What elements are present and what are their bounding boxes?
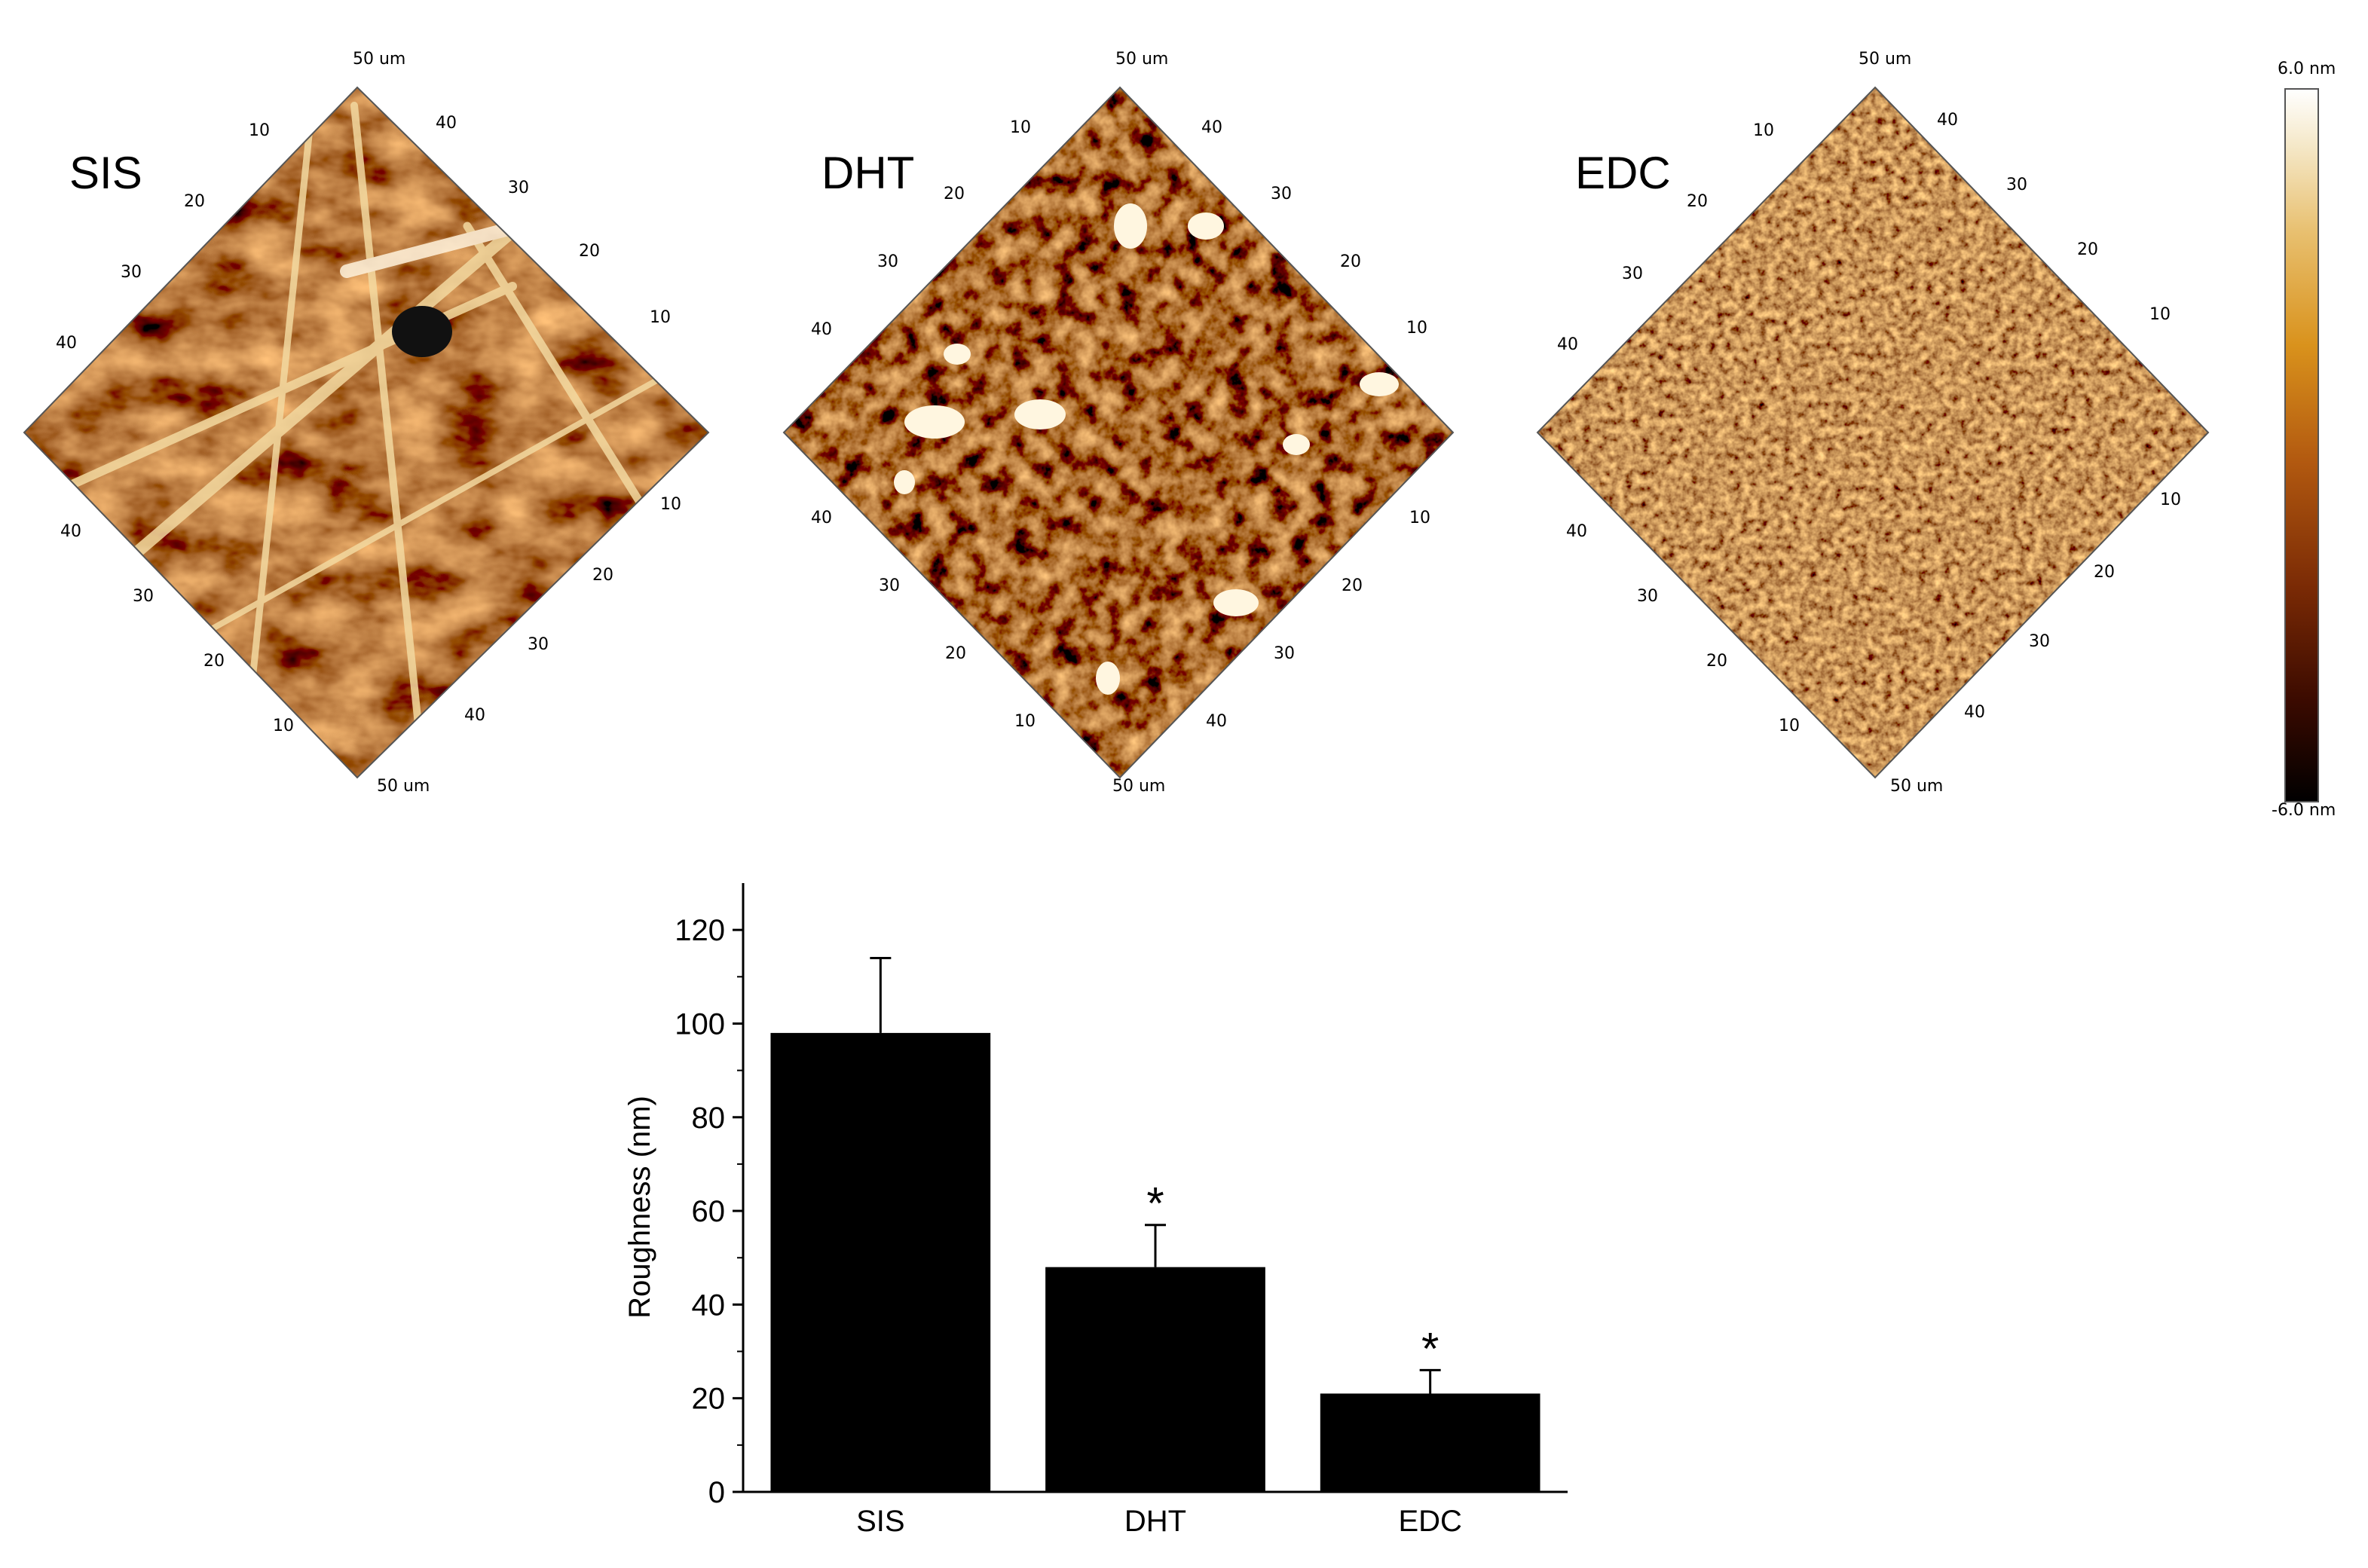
afm-fibers: [56, 102, 666, 765]
axis-tick-label: 20: [944, 185, 965, 203]
axis-tick-label: 30: [528, 635, 549, 654]
y-axis-tick-label: 0: [708, 1476, 725, 1509]
y-axis-tick-label: 60: [692, 1195, 726, 1228]
axis-tick-label: 20: [1706, 652, 1727, 671]
axis-tick-label: 10: [273, 717, 294, 735]
y-axis-tick-label: 100: [675, 1007, 725, 1041]
afm-bright-spots: [894, 203, 1399, 695]
y-axis-ticks: 0 20 40 60 80 100 120: [675, 914, 743, 1509]
x-axis-tick-label: EDC: [1398, 1505, 1461, 1538]
axis-tick-label: 40: [1206, 712, 1227, 731]
axis-corner-label: 50 um: [1115, 50, 1168, 69]
axis-tick-label: 30: [2029, 632, 2050, 651]
bar-dht: [1045, 1267, 1265, 1492]
axis-tick-label: 30: [1274, 644, 1295, 663]
axis-tick-label: 10: [249, 121, 270, 140]
y-axis-tick-label: 80: [692, 1102, 726, 1135]
axis-tick-label: 40: [56, 334, 77, 353]
axis-tick-label: 20: [203, 652, 225, 671]
axis-tick-label: 20: [2077, 240, 2098, 259]
axis-tick-label: 30: [133, 587, 154, 606]
axis-tick-label: 40: [60, 522, 81, 541]
axis-tick-label: 40: [1937, 111, 1958, 130]
bar-edc: [1320, 1393, 1540, 1492]
axis-tick-label: 30: [121, 263, 142, 282]
x-axis-tick-label: DHT: [1124, 1505, 1186, 1538]
panel-label: SIS: [69, 148, 142, 198]
axis-corner-label: 50 um: [1890, 777, 1943, 796]
afm-frame: [782, 86, 1455, 779]
afm-panel-sis: SIS 50 um 50 um 10 20 30 40 40 30 20 10 …: [23, 50, 710, 796]
axis-tick-label: 20: [184, 192, 205, 211]
significance-marker: *: [1421, 1323, 1439, 1374]
axis-tick-label: 20: [1340, 252, 1361, 271]
axis-tick-label: 40: [436, 114, 457, 133]
axis-tick-label: 20: [1687, 192, 1708, 211]
axis-tick-label: 30: [1637, 587, 1658, 606]
y-axis-tick-label: 120: [675, 914, 725, 947]
axis-tick-label: 30: [877, 252, 898, 271]
x-axis-tick-label: SIS: [856, 1505, 904, 1538]
y-axis-title: Roughness (nm): [623, 1096, 656, 1319]
axis-tick-label: 30: [2006, 176, 2027, 194]
bar-sis: [770, 1032, 991, 1492]
axis-tick-label: 10: [2149, 305, 2171, 324]
axis-tick-label: 10: [1779, 717, 1800, 735]
afm-panel-edc: EDC 50 um 50 um 10 20 30 40 40 30 20 10 …: [1536, 50, 2210, 796]
afm-panel-dht: DHT 50 um 50 um 10 20 30 40 40 30 20 10 …: [782, 50, 1455, 796]
axis-corner-label: 50 um: [377, 777, 430, 796]
axis-tick-label: 40: [1566, 522, 1587, 541]
axis-tick-label: 30: [879, 576, 900, 595]
axis-corner-label: 50 um: [1859, 50, 1911, 69]
axis-tick-label: 10: [1010, 118, 1031, 137]
axis-tick-label: 10: [1409, 509, 1430, 527]
axis-tick-label: 40: [811, 320, 832, 339]
axis-tick-label: 10: [1014, 712, 1036, 731]
afm-frame: [1536, 86, 2210, 779]
axis-tick-label: 30: [1271, 185, 1292, 203]
axis-corner-label: 50 um: [353, 50, 405, 69]
colorbar-gradient: [2284, 88, 2319, 802]
axis-tick-label: 20: [2094, 563, 2115, 582]
panel-label: DHT: [821, 148, 914, 198]
axis-tick-label: 40: [811, 509, 832, 527]
axis-tick-label: 40: [464, 706, 485, 725]
axis-tick-label: 40: [1201, 118, 1222, 137]
significance-marker: *: [1146, 1178, 1164, 1229]
axis-tick-label: 20: [945, 644, 966, 663]
panel-label: EDC: [1575, 148, 1671, 198]
afm-pit: [392, 306, 452, 357]
axis-tick-label: 10: [650, 308, 671, 327]
y-axis-tick-label: 20: [692, 1383, 726, 1416]
y-axis-tick-label: 40: [692, 1288, 726, 1322]
axis-tick-label: 30: [1622, 264, 1643, 283]
axis-tick-label: 30: [508, 179, 529, 197]
axis-tick-label: 10: [2160, 491, 2181, 509]
axis-tick-label: 40: [1557, 335, 1578, 354]
afm-frame: [23, 86, 710, 779]
colorbar-bottom-label: -6.0 nm: [2272, 801, 2336, 820]
colorbar: 6.0 nm -6.0 nm: [2272, 60, 2336, 820]
axis-tick-label: 20: [592, 566, 613, 585]
axis-tick-label: 20: [579, 242, 600, 261]
axis-tick-label: 10: [1406, 319, 1427, 338]
bars: **: [770, 956, 1540, 1492]
axis-tick-label: 10: [660, 495, 681, 514]
axis-tick-label: 40: [1964, 703, 1985, 722]
x-axis-tick-labels: SIS DHT EDC: [856, 1505, 1462, 1538]
axis-corner-label: 50 um: [1112, 777, 1165, 796]
axis-tick-label: 20: [1342, 576, 1363, 595]
axis-tick-label: 10: [1753, 121, 1774, 140]
colorbar-top-label: 6.0 nm: [2278, 60, 2336, 78]
